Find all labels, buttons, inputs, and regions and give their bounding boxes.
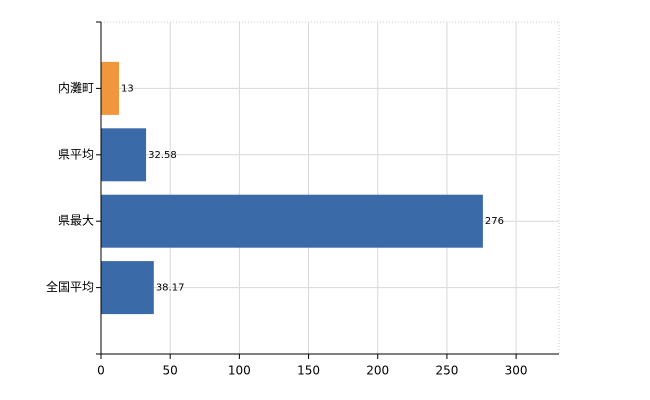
- x-tick-label: 150: [297, 364, 320, 378]
- bar: [101, 261, 154, 315]
- y-tick-label: 内灘町: [58, 81, 94, 95]
- value-label: 276: [485, 216, 504, 227]
- x-tick-label: 200: [366, 364, 389, 378]
- value-label: 13: [121, 83, 134, 94]
- x-tick-label: 0: [97, 364, 105, 378]
- x-tick-label: 250: [435, 364, 458, 378]
- y-tick-label: 県平均: [58, 147, 94, 161]
- value-label: 38.17: [156, 283, 185, 294]
- bar: [101, 194, 483, 248]
- x-tick-label: 100: [228, 364, 251, 378]
- bar: [101, 61, 119, 115]
- bar: [101, 128, 147, 182]
- x-tick-label: 300: [505, 364, 528, 378]
- y-tick-label: 全国平均: [46, 279, 94, 294]
- value-label: 32.58: [148, 150, 177, 161]
- y-tick-label: 県最大: [58, 214, 94, 228]
- x-tick-label: 50: [163, 364, 178, 378]
